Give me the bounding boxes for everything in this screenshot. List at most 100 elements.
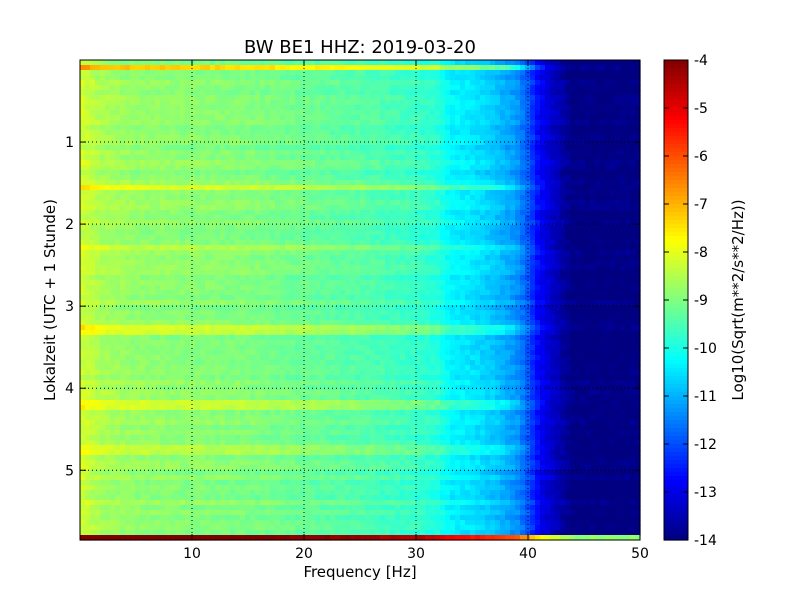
heatmap-cell bbox=[415, 265, 421, 271]
heatmap-cell bbox=[605, 185, 611, 191]
heatmap-cell bbox=[430, 70, 436, 76]
chart-title: BW BE1 HHZ: 2019-03-20 bbox=[244, 37, 476, 58]
heatmap-cell bbox=[555, 75, 561, 81]
heatmap-cell bbox=[210, 95, 216, 101]
heatmap-cell bbox=[125, 95, 131, 101]
heatmap-cell bbox=[130, 200, 136, 206]
heatmap-cell bbox=[415, 160, 421, 166]
heatmap-cell bbox=[295, 65, 301, 71]
heatmap-cell bbox=[455, 90, 461, 96]
heatmap-cell bbox=[460, 160, 466, 166]
heatmap-cell bbox=[485, 150, 491, 156]
heatmap-cell bbox=[440, 165, 446, 171]
heatmap-cell bbox=[415, 145, 421, 151]
heatmap-cell bbox=[525, 155, 531, 161]
heatmap-cell bbox=[130, 210, 136, 216]
heatmap-cell bbox=[345, 75, 351, 81]
heatmap-cell bbox=[360, 240, 366, 246]
heatmap-cell bbox=[550, 210, 556, 216]
heatmap-cell bbox=[460, 240, 466, 246]
heatmap-cell bbox=[275, 175, 281, 181]
heatmap-cell bbox=[95, 235, 101, 241]
heatmap-cell bbox=[595, 115, 601, 121]
heatmap-cell bbox=[615, 110, 621, 116]
heatmap-cell bbox=[425, 200, 431, 206]
heatmap-cell bbox=[170, 260, 176, 266]
heatmap-cell bbox=[630, 80, 636, 86]
heatmap-cell bbox=[105, 275, 111, 281]
heatmap-cell bbox=[465, 160, 471, 166]
heatmap-cell bbox=[375, 120, 381, 126]
heatmap-cell bbox=[565, 130, 571, 136]
heatmap-cell bbox=[265, 65, 271, 71]
heatmap-cell bbox=[615, 160, 621, 166]
heatmap-cell bbox=[155, 260, 161, 266]
heatmap-cell bbox=[455, 150, 461, 156]
heatmap-cell bbox=[450, 205, 456, 211]
heatmap-cell bbox=[440, 190, 446, 196]
heatmap-cell bbox=[285, 275, 291, 281]
heatmap-cell bbox=[95, 250, 101, 256]
heatmap-cell bbox=[135, 260, 141, 266]
heatmap-cell bbox=[260, 135, 266, 141]
heatmap-cell bbox=[590, 140, 596, 146]
heatmap-cell bbox=[615, 100, 621, 106]
heatmap-cell bbox=[220, 85, 226, 91]
heatmap-cell bbox=[375, 155, 381, 161]
heatmap-cell bbox=[315, 165, 321, 171]
heatmap-cell bbox=[165, 110, 171, 116]
heatmap-cell bbox=[440, 210, 446, 216]
heatmap-cell bbox=[150, 150, 156, 156]
heatmap-cell bbox=[335, 135, 341, 141]
heatmap-cell bbox=[470, 95, 476, 101]
heatmap-cell bbox=[510, 135, 516, 141]
heatmap-cell bbox=[230, 235, 236, 241]
heatmap-cell bbox=[460, 230, 466, 236]
heatmap-cell bbox=[415, 95, 421, 101]
heatmap-cell bbox=[565, 95, 571, 101]
heatmap-cell bbox=[445, 100, 451, 106]
heatmap-cell bbox=[565, 65, 571, 71]
heatmap-cell bbox=[560, 115, 566, 121]
heatmap-cell bbox=[180, 180, 186, 186]
heatmap-cell bbox=[630, 195, 636, 201]
heatmap-cell bbox=[175, 230, 181, 236]
heatmap-cell bbox=[535, 160, 541, 166]
heatmap-cell bbox=[385, 60, 391, 66]
heatmap-cell bbox=[410, 205, 416, 211]
heatmap-cell bbox=[530, 195, 536, 201]
heatmap-cell bbox=[210, 260, 216, 266]
heatmap-cell bbox=[405, 70, 411, 76]
heatmap-cell bbox=[140, 75, 146, 81]
heatmap-cell bbox=[250, 240, 256, 246]
heatmap-cell bbox=[120, 90, 126, 96]
heatmap-cell bbox=[345, 240, 351, 246]
heatmap-cell bbox=[170, 180, 176, 186]
heatmap-cell bbox=[280, 200, 286, 206]
heatmap-cell bbox=[350, 205, 356, 211]
heatmap-cell bbox=[80, 120, 86, 126]
heatmap-cell bbox=[165, 100, 171, 106]
heatmap-cell bbox=[625, 120, 631, 126]
heatmap-cell bbox=[480, 275, 486, 281]
heatmap-cell bbox=[180, 170, 186, 176]
heatmap-cell bbox=[505, 235, 511, 241]
heatmap-cell bbox=[295, 100, 301, 106]
heatmap-cell bbox=[575, 165, 581, 171]
heatmap-cell bbox=[500, 210, 506, 216]
heatmap-cell bbox=[480, 195, 486, 201]
heatmap-cell bbox=[610, 240, 616, 246]
heatmap-cell bbox=[590, 270, 596, 276]
heatmap-cell bbox=[260, 210, 266, 216]
heatmap-cell bbox=[390, 200, 396, 206]
heatmap-cell bbox=[360, 140, 366, 146]
heatmap-cell bbox=[345, 185, 351, 191]
heatmap-cell bbox=[410, 100, 416, 106]
heatmap-cell bbox=[260, 120, 266, 126]
heatmap-cell bbox=[195, 140, 201, 146]
heatmap-cell bbox=[150, 205, 156, 211]
heatmap-cell bbox=[340, 105, 346, 111]
heatmap-cell bbox=[380, 255, 386, 261]
heatmap-cell bbox=[455, 265, 461, 271]
heatmap-cell bbox=[390, 190, 396, 196]
